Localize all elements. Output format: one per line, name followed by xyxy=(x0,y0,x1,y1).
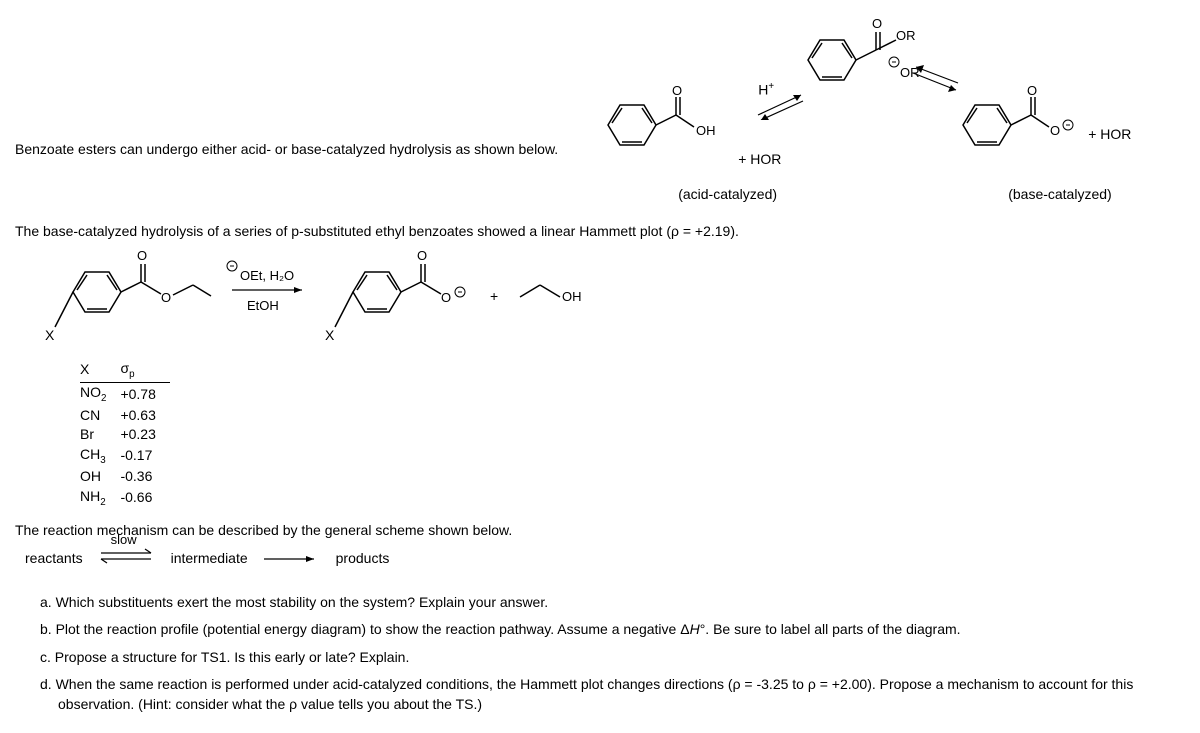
reagent-bot: EtOH xyxy=(247,297,279,315)
base-hor-label: + HOR xyxy=(1088,125,1131,145)
question-b: b. Plot the reaction profile (potential … xyxy=(40,620,1185,640)
ester-reactant: O O X xyxy=(45,242,225,352)
benzoic-acid-struct: O OH xyxy=(598,85,718,165)
svg-text:O: O xyxy=(1050,123,1060,138)
hammett-text: The base-catalyzed hydrolysis of a serie… xyxy=(15,222,1185,242)
svg-text:O: O xyxy=(137,248,147,263)
svg-text:O: O xyxy=(417,248,427,263)
sigma-table-header-x: X xyxy=(80,358,120,383)
ethanol-product: OH xyxy=(515,277,595,307)
question-c: c. Propose a structure for TS1. Is this … xyxy=(40,648,1185,668)
forward-arrow-icon xyxy=(262,553,322,565)
svg-text:O: O xyxy=(441,290,451,305)
sigma-table: X σp NO2+0.78 CN+0.63 Br+0.23 CH3-0.17 O… xyxy=(80,358,170,510)
svg-text:O: O xyxy=(872,16,882,31)
svg-text:OH: OH xyxy=(562,289,582,304)
reagent-top: OEt, H₂O xyxy=(240,267,294,285)
intro-text: Benzoate esters can undergo either acid-… xyxy=(15,60,558,160)
carboxylate-product: O O X xyxy=(325,242,495,352)
svg-text:X: X xyxy=(325,327,335,343)
base-catalyzed-label: (base-catalyzed) xyxy=(1008,185,1112,205)
mechanism-diagrams: O OH + HOR (acid-catalyzed) H+ O OR xyxy=(558,10,1185,210)
reaction-arrow xyxy=(230,284,310,296)
svg-text:OH: OH xyxy=(696,123,716,138)
question-a: a. Which substituents exert the most sta… xyxy=(40,593,1185,613)
slow-label: slow xyxy=(111,531,137,549)
reactants-label: reactants xyxy=(25,549,83,569)
anion-or-label: OR xyxy=(888,55,928,95)
mechanism-description: The reaction mechanism can be described … xyxy=(15,521,1185,541)
plus-sign: + xyxy=(490,287,498,307)
svg-text:OR: OR xyxy=(896,28,916,43)
svg-text:X: X xyxy=(45,327,55,343)
table-row: NO2+0.78 xyxy=(80,383,170,406)
table-row: CH3-0.17 xyxy=(80,445,170,468)
reaction-row: O O X OEt, H₂O EtOH O O X + OH xyxy=(15,242,1185,352)
acid-hor-label: + HOR xyxy=(738,150,781,170)
equilibrium-arrow-icon xyxy=(97,547,157,565)
products-label: products xyxy=(336,549,390,569)
acid-catalyzed-label: (acid-catalyzed) xyxy=(678,185,777,205)
mechanism-scheme: reactants slow intermediate products xyxy=(25,547,1185,571)
svg-text:OR: OR xyxy=(900,65,920,80)
sigma-table-header-sigma: σp xyxy=(120,358,169,383)
svg-text:O: O xyxy=(161,290,171,305)
intermediate-label: intermediate xyxy=(171,549,248,569)
question-d: d. When the same reaction is performed u… xyxy=(40,675,1185,714)
intro-row: Benzoate esters can undergo either acid-… xyxy=(15,10,1185,210)
carboxylate-struct: O O xyxy=(953,85,1083,165)
svg-text:O: O xyxy=(672,85,682,98)
table-row: Br+0.23 xyxy=(80,425,170,445)
table-row: CN+0.63 xyxy=(80,406,170,426)
table-row: NH2-0.66 xyxy=(80,487,170,510)
questions-block: a. Which substituents exert the most sta… xyxy=(15,593,1185,715)
table-row: OH-0.36 xyxy=(80,467,170,487)
svg-text:O: O xyxy=(1027,85,1037,98)
